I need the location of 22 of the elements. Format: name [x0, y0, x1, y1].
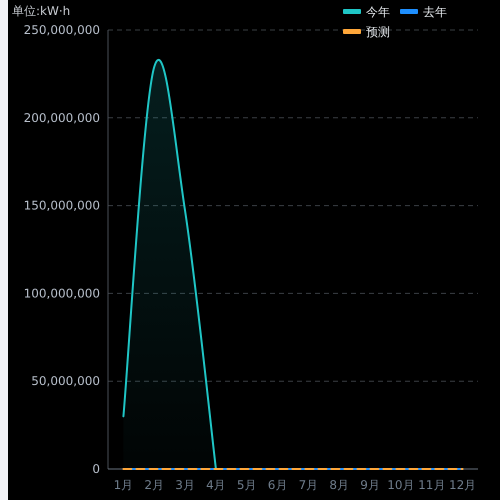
x-tick-label: 12月	[448, 478, 476, 492]
x-tick-label: 3月	[175, 478, 195, 492]
x-tick-label: 2月	[144, 478, 164, 492]
y-tick-label: 0	[92, 462, 100, 476]
y-tick-label: 250,000,000	[24, 23, 100, 37]
x-tick-label: 7月	[298, 478, 318, 492]
x-tick-label: 9月	[360, 478, 380, 492]
legend-label: 今年	[366, 5, 390, 19]
y-tick-label: 200,000,000	[24, 110, 100, 125]
y-tick-label: 150,000,000	[24, 198, 100, 213]
x-tick-label: 8月	[329, 478, 350, 492]
x-tick-label: 4月	[206, 478, 226, 492]
legend-label: 预测	[366, 25, 390, 39]
x-tick-label: 10月	[387, 478, 415, 492]
y-tick-label: 50,000,000	[31, 374, 100, 388]
y-tick-label: 100,000,000	[24, 286, 100, 300]
x-tick-label: 1月	[114, 478, 134, 492]
legend-label: 去年	[423, 5, 447, 19]
x-tick-label: 11月	[418, 478, 446, 492]
x-tick-label: 6月	[268, 478, 288, 492]
y-axis-title: 单位:kW·h	[12, 4, 70, 18]
x-tick-label: 5月	[236, 478, 257, 492]
